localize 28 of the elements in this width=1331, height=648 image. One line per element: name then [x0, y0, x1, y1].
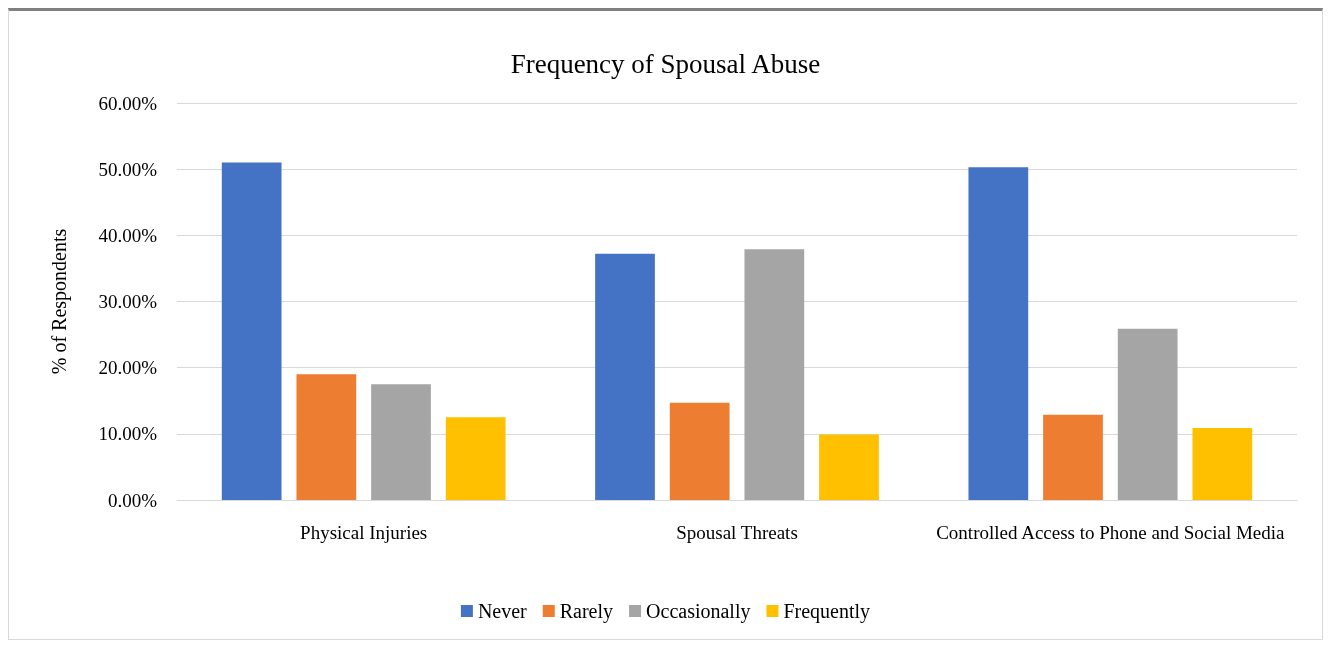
chart-title: Frequency of Spousal Abuse [510, 48, 821, 79]
bar [968, 167, 1029, 500]
y-tick-label: 60.00% [98, 92, 158, 114]
y-tick-label: 20.00% [98, 357, 158, 379]
bar [445, 417, 506, 500]
x-tick-label: Controlled Access to Phone and Social Media [936, 521, 1286, 543]
legend-label: Never [477, 600, 528, 622]
bar [595, 253, 655, 500]
legend-label: Frequently [783, 600, 871, 623]
bar [1043, 414, 1103, 500]
bar [669, 402, 730, 500]
bar [744, 249, 805, 500]
x-tick-label: Spousal Threats [676, 521, 798, 543]
bar [296, 374, 357, 500]
y-tick-label: 10.00% [98, 423, 158, 445]
bar [371, 384, 431, 500]
legend-label: Rarely [559, 600, 614, 623]
y-tick-label: 30.00% [98, 291, 158, 312]
legend-label: Occasionally [646, 600, 751, 623]
bar [1117, 328, 1178, 500]
bar [221, 162, 282, 500]
y-axis-title: % of Respondents [48, 228, 71, 375]
bar [819, 434, 879, 500]
x-tick-label: Physical Injuries [300, 521, 428, 543]
y-tick-label: 0.00% [107, 489, 158, 511]
bar [1192, 427, 1253, 500]
y-tick-label: 40.00% [98, 224, 158, 246]
y-tick-label: 50.00% [98, 158, 158, 180]
